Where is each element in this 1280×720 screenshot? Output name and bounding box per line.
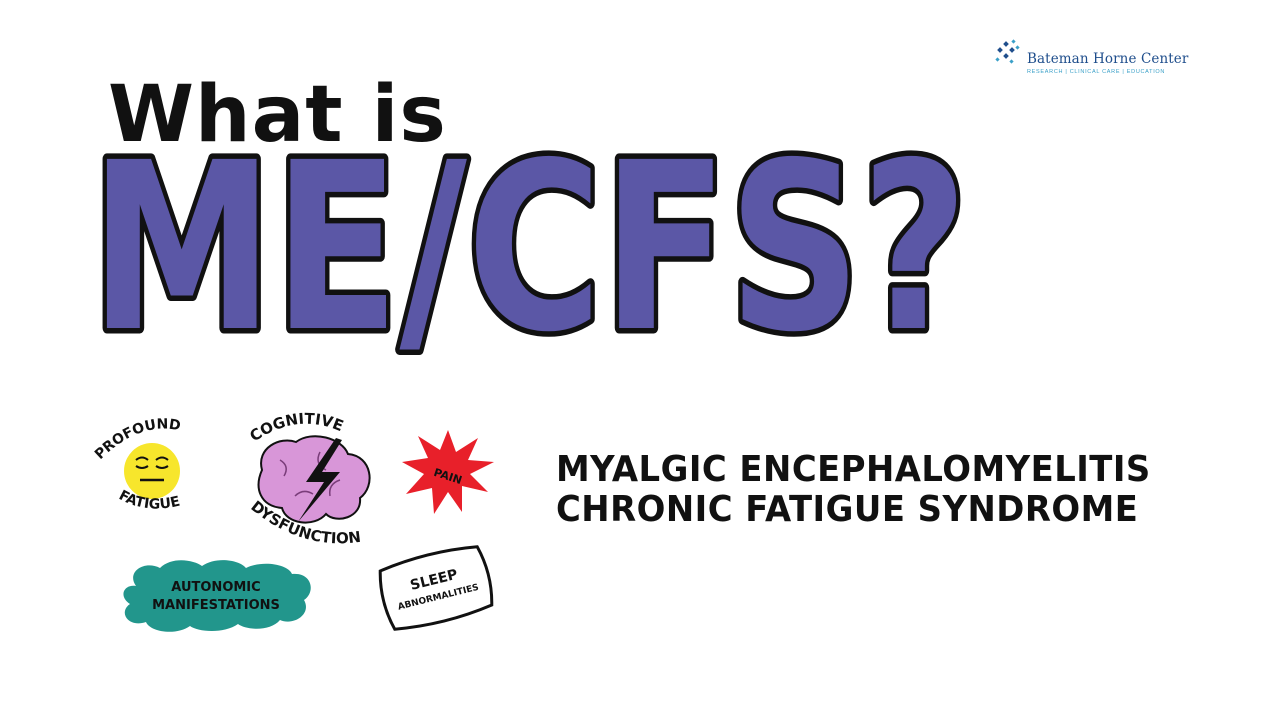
autonomic-manifestations: AUTONOMIC MANIFESTATIONS — [123, 560, 311, 632]
mecfs-title-text: ME/CFS? — [90, 150, 968, 383]
profound-fatigue: PROFOUND FATIGUE — [92, 416, 182, 512]
autonomic-line1: AUTONOMIC — [171, 580, 260, 595]
pain: PAIN — [402, 430, 494, 514]
cognitive-dysfunction: COGNITIVE DYSFUNCTION — [247, 410, 371, 547]
full-name-line1: MYALGIC ENCEPHALOMYELITIS — [556, 449, 1151, 490]
full-name: MYALGIC ENCEPHALOMYELITIS CHRONIC FATIGU… — [556, 450, 1151, 530]
brain-lightning-icon — [257, 435, 371, 524]
tired-face-icon — [124, 443, 180, 499]
headline-mecfs: ME/CFS? — [85, 150, 974, 389]
logo-tagline: RESEARCH | CLINICAL CARE | EDUCATION — [1027, 69, 1166, 75]
symptom-doodles: PROFOUND FATIGUE COGNITIVE DYSFUNCTION P… — [92, 410, 494, 632]
full-name-line2: CHRONIC FATIGUE SYNDROME — [556, 489, 1139, 530]
sleep-abnormalities: SLEEP ABNORMALITIES — [378, 545, 494, 631]
pillow-icon — [378, 545, 494, 631]
star-burst-icon — [995, 39, 1020, 64]
logo-name: Bateman Horne Center — [1027, 51, 1189, 67]
bateman-horne-logo: Bateman Horne Center RESEARCH | CLINICAL… — [994, 38, 1188, 78]
headline-what-is: What is — [108, 70, 447, 160]
starburst-icon — [402, 430, 494, 514]
autonomic-line2: MANIFESTATIONS — [152, 598, 280, 613]
cloud-icon — [123, 560, 311, 632]
